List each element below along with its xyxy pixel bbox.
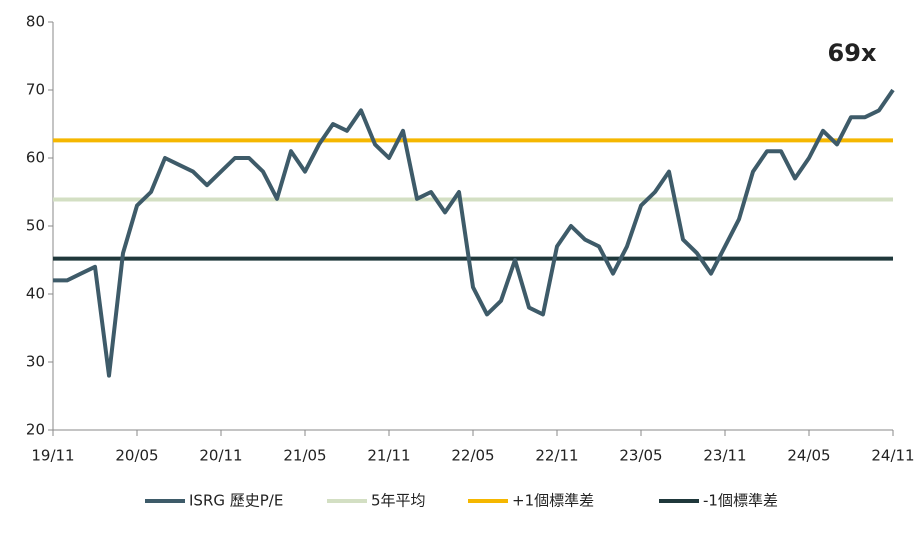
y-tick-label: 50 [26, 217, 45, 235]
y-tick-label: 80 [26, 13, 45, 31]
x-tick-label: 23/05 [619, 447, 662, 465]
x-tick-label: 19/11 [31, 447, 74, 465]
legend-label: -1個標準差 [703, 492, 778, 510]
x-tick-label: 20/11 [199, 447, 242, 465]
y-tick-label: 60 [26, 149, 45, 167]
x-tick-label: 24/11 [871, 447, 914, 465]
annotation: 69x [828, 39, 877, 67]
x-tick-label: 20/05 [115, 447, 158, 465]
y-tick-label: 20 [26, 421, 45, 439]
x-tick-label: 21/05 [283, 447, 326, 465]
x-tick-label: 21/11 [367, 447, 410, 465]
y-tick-label: 70 [26, 81, 45, 99]
y-tick-label: 40 [26, 285, 45, 303]
legend-label: +1個標準差 [512, 492, 594, 510]
x-tick-label: 22/05 [451, 447, 494, 465]
legend-label: 5年平均 [371, 492, 426, 510]
legend-label: ISRG 歷史P/E [189, 492, 283, 510]
series-line [53, 88, 895, 378]
x-tick-label: 24/05 [787, 447, 830, 465]
x-tick-label: 23/11 [703, 447, 746, 465]
x-tick-label: 22/11 [535, 447, 578, 465]
y-tick-label: 30 [26, 353, 45, 371]
